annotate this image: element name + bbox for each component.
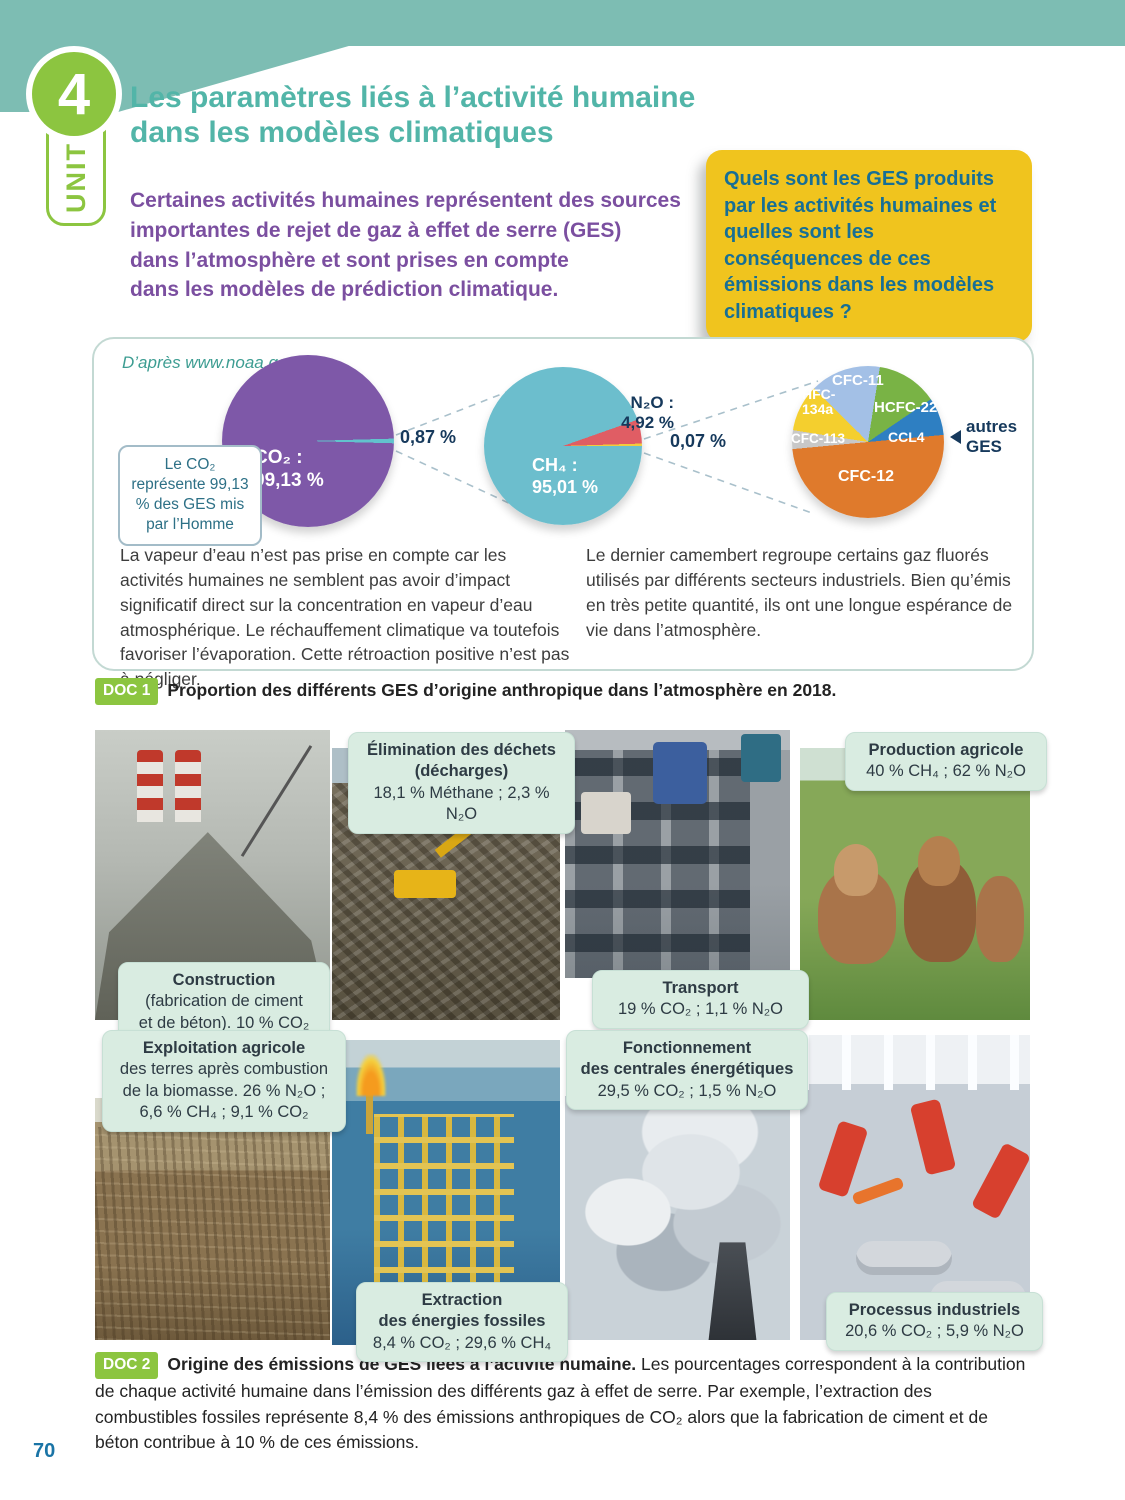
tag-detail: 18,1 % Méthane ; 2,3 % N₂O <box>373 783 550 824</box>
tag-detail: 29,5 % CO₂ ; 1,5 % N₂O <box>597 1081 777 1100</box>
unit-badge: 4 <box>32 52 116 136</box>
pie-fluorinated-gases <box>792 366 944 518</box>
tag-title: Transport <box>662 979 739 997</box>
rig-tower <box>366 1072 373 1134</box>
cow-head <box>918 836 960 886</box>
arrow-left-icon <box>950 430 961 445</box>
tag-detail: (fabrication de ciment et de béton). 10 … <box>138 992 310 1032</box>
slice-label-hfc134a: HFC- 134a <box>802 386 836 417</box>
tag-title: Élimination des déchets (décharges) <box>367 741 556 781</box>
tag-detail: 8,4 % CO₂ ; 29,6 % CH₄ <box>372 1333 552 1352</box>
pie-ch4-sliver-label: 0,07 % <box>670 431 727 451</box>
doc2-caption-text: Les pourcentages correspondent à la cont… <box>95 1354 1026 1453</box>
doc2-caption: DOC 2 Origine des émissions de GES liées … <box>95 1352 1035 1456</box>
photo-power-plant <box>565 1096 790 1340</box>
tag-detail: 20,6 % CO₂ ; 5,9 % N₂O <box>845 1322 1024 1341</box>
robot-arm <box>817 1120 869 1198</box>
field-stubble <box>95 1127 330 1340</box>
photo-car-factory <box>800 1035 1030 1340</box>
cow <box>976 876 1024 962</box>
question-box: Quels sont les GES produits par les acti… <box>706 150 1032 342</box>
cement-silo <box>137 750 163 822</box>
robot-arm <box>909 1098 957 1176</box>
van <box>581 792 631 834</box>
excavator <box>394 870 456 898</box>
photo-cattle <box>800 748 1030 1020</box>
doc1-figure-panel: D’après www.noaa.gov CO₂ : 99,13 % 0,87 … <box>92 337 1034 689</box>
tag-detail: 40 % CH₄ ; 62 % N₂O <box>866 762 1026 781</box>
doc2-badge: DOC 2 <box>95 1352 159 1380</box>
pie-n2o-label: N₂O : 4,92 % <box>621 393 674 433</box>
tag-title: Exploitation agricole <box>142 1039 306 1057</box>
figure-source: D’après www.noaa.gov <box>122 353 296 372</box>
robot-arm <box>851 1176 905 1206</box>
photo-burned-field <box>95 1098 330 1340</box>
rig-structure <box>374 1114 514 1299</box>
other-ges-label: autres GES <box>966 417 1018 457</box>
smoke-plume <box>565 1096 790 1297</box>
tag-title: Production agricole <box>868 741 1024 759</box>
note-water-vapour: La vapeur d’eau n’est pas prise en compt… <box>120 545 570 690</box>
tag-land-exploitation: Exploitation agricole des terres après c… <box>102 1030 346 1132</box>
tag-construction: Construction (fabrication de ciment et d… <box>118 962 330 1043</box>
photo-traffic <box>565 730 790 978</box>
tag-industrial-processes: Processus industriels 20,6 % CO₂ ; 5,9 %… <box>826 1292 1043 1351</box>
slice-label-cfc12: CFC-12 <box>838 468 895 485</box>
tag-title: Fonctionnement des centrales énergétique… <box>580 1039 794 1079</box>
doc1-caption-text: Proportion des différents GES d’origine … <box>167 680 837 700</box>
pie-co2-label: CO₂ : 99,13 % <box>254 447 324 491</box>
slice-label-ccl4: CCL4 <box>888 429 925 445</box>
slice-label-cfc113: CFC-113 <box>791 431 846 446</box>
co2-callout: Le CO₂ représente 99,13 % des GES mis pa… <box>118 445 262 546</box>
tag-fossil-fuel-extraction: Extraction des énergies fossiles 8,4 % C… <box>356 1282 568 1363</box>
truck <box>653 742 707 804</box>
tag-agricultural-production: Production agricole 40 % CH₄ ; 62 % N₂O <box>845 732 1047 791</box>
tag-title: Extraction des énergies fossiles <box>378 1291 546 1331</box>
tag-detail: des terres après combustion de la biomas… <box>119 1060 329 1122</box>
pie-ch4-label: CH₄ : 95,01 % <box>532 455 599 497</box>
tag-waste-disposal: Élimination des déchets (décharges) 18,1… <box>348 732 575 834</box>
intro-text: Certaines activités humaines représenten… <box>130 189 681 302</box>
tag-detail: 19 % CO₂ ; 1,1 % N₂O <box>617 1000 784 1019</box>
page-number: 70 <box>33 1440 56 1462</box>
cement-silo <box>175 750 201 822</box>
tag-title: Processus industriels <box>848 1301 1021 1319</box>
pie-ch4-n2o <box>484 367 642 525</box>
other-ges-pointer: autres GES <box>950 417 1017 458</box>
tag-title: Construction <box>172 971 276 989</box>
car-body <box>856 1241 952 1275</box>
doc1-caption: DOC 1 Proportion des différents GES d’ori… <box>95 678 1030 706</box>
cow-head <box>834 844 878 896</box>
slice-label-hcfc22: HCFC-22 <box>874 399 938 416</box>
doc1-badge: DOC 1 <box>95 678 159 706</box>
truck <box>741 734 781 782</box>
tag-power-plants: Fonctionnement des centrales énergétique… <box>566 1030 808 1111</box>
robot-arm <box>970 1142 1030 1220</box>
pie-co2-sliver-label: 0,87 % <box>400 427 457 447</box>
note-fluorinated: Le dernier camembert regroupe certains g… <box>586 545 1013 640</box>
slice-label-cfc11: CFC-11 <box>832 372 884 389</box>
ceiling-lights <box>800 1035 1030 1090</box>
tag-transport: Transport 19 % CO₂ ; 1,1 % N₂O <box>592 970 809 1029</box>
page-title: Les paramètres liés à l’activité humaine… <box>130 81 696 150</box>
crane <box>240 745 313 857</box>
gas-flare <box>356 1054 386 1096</box>
